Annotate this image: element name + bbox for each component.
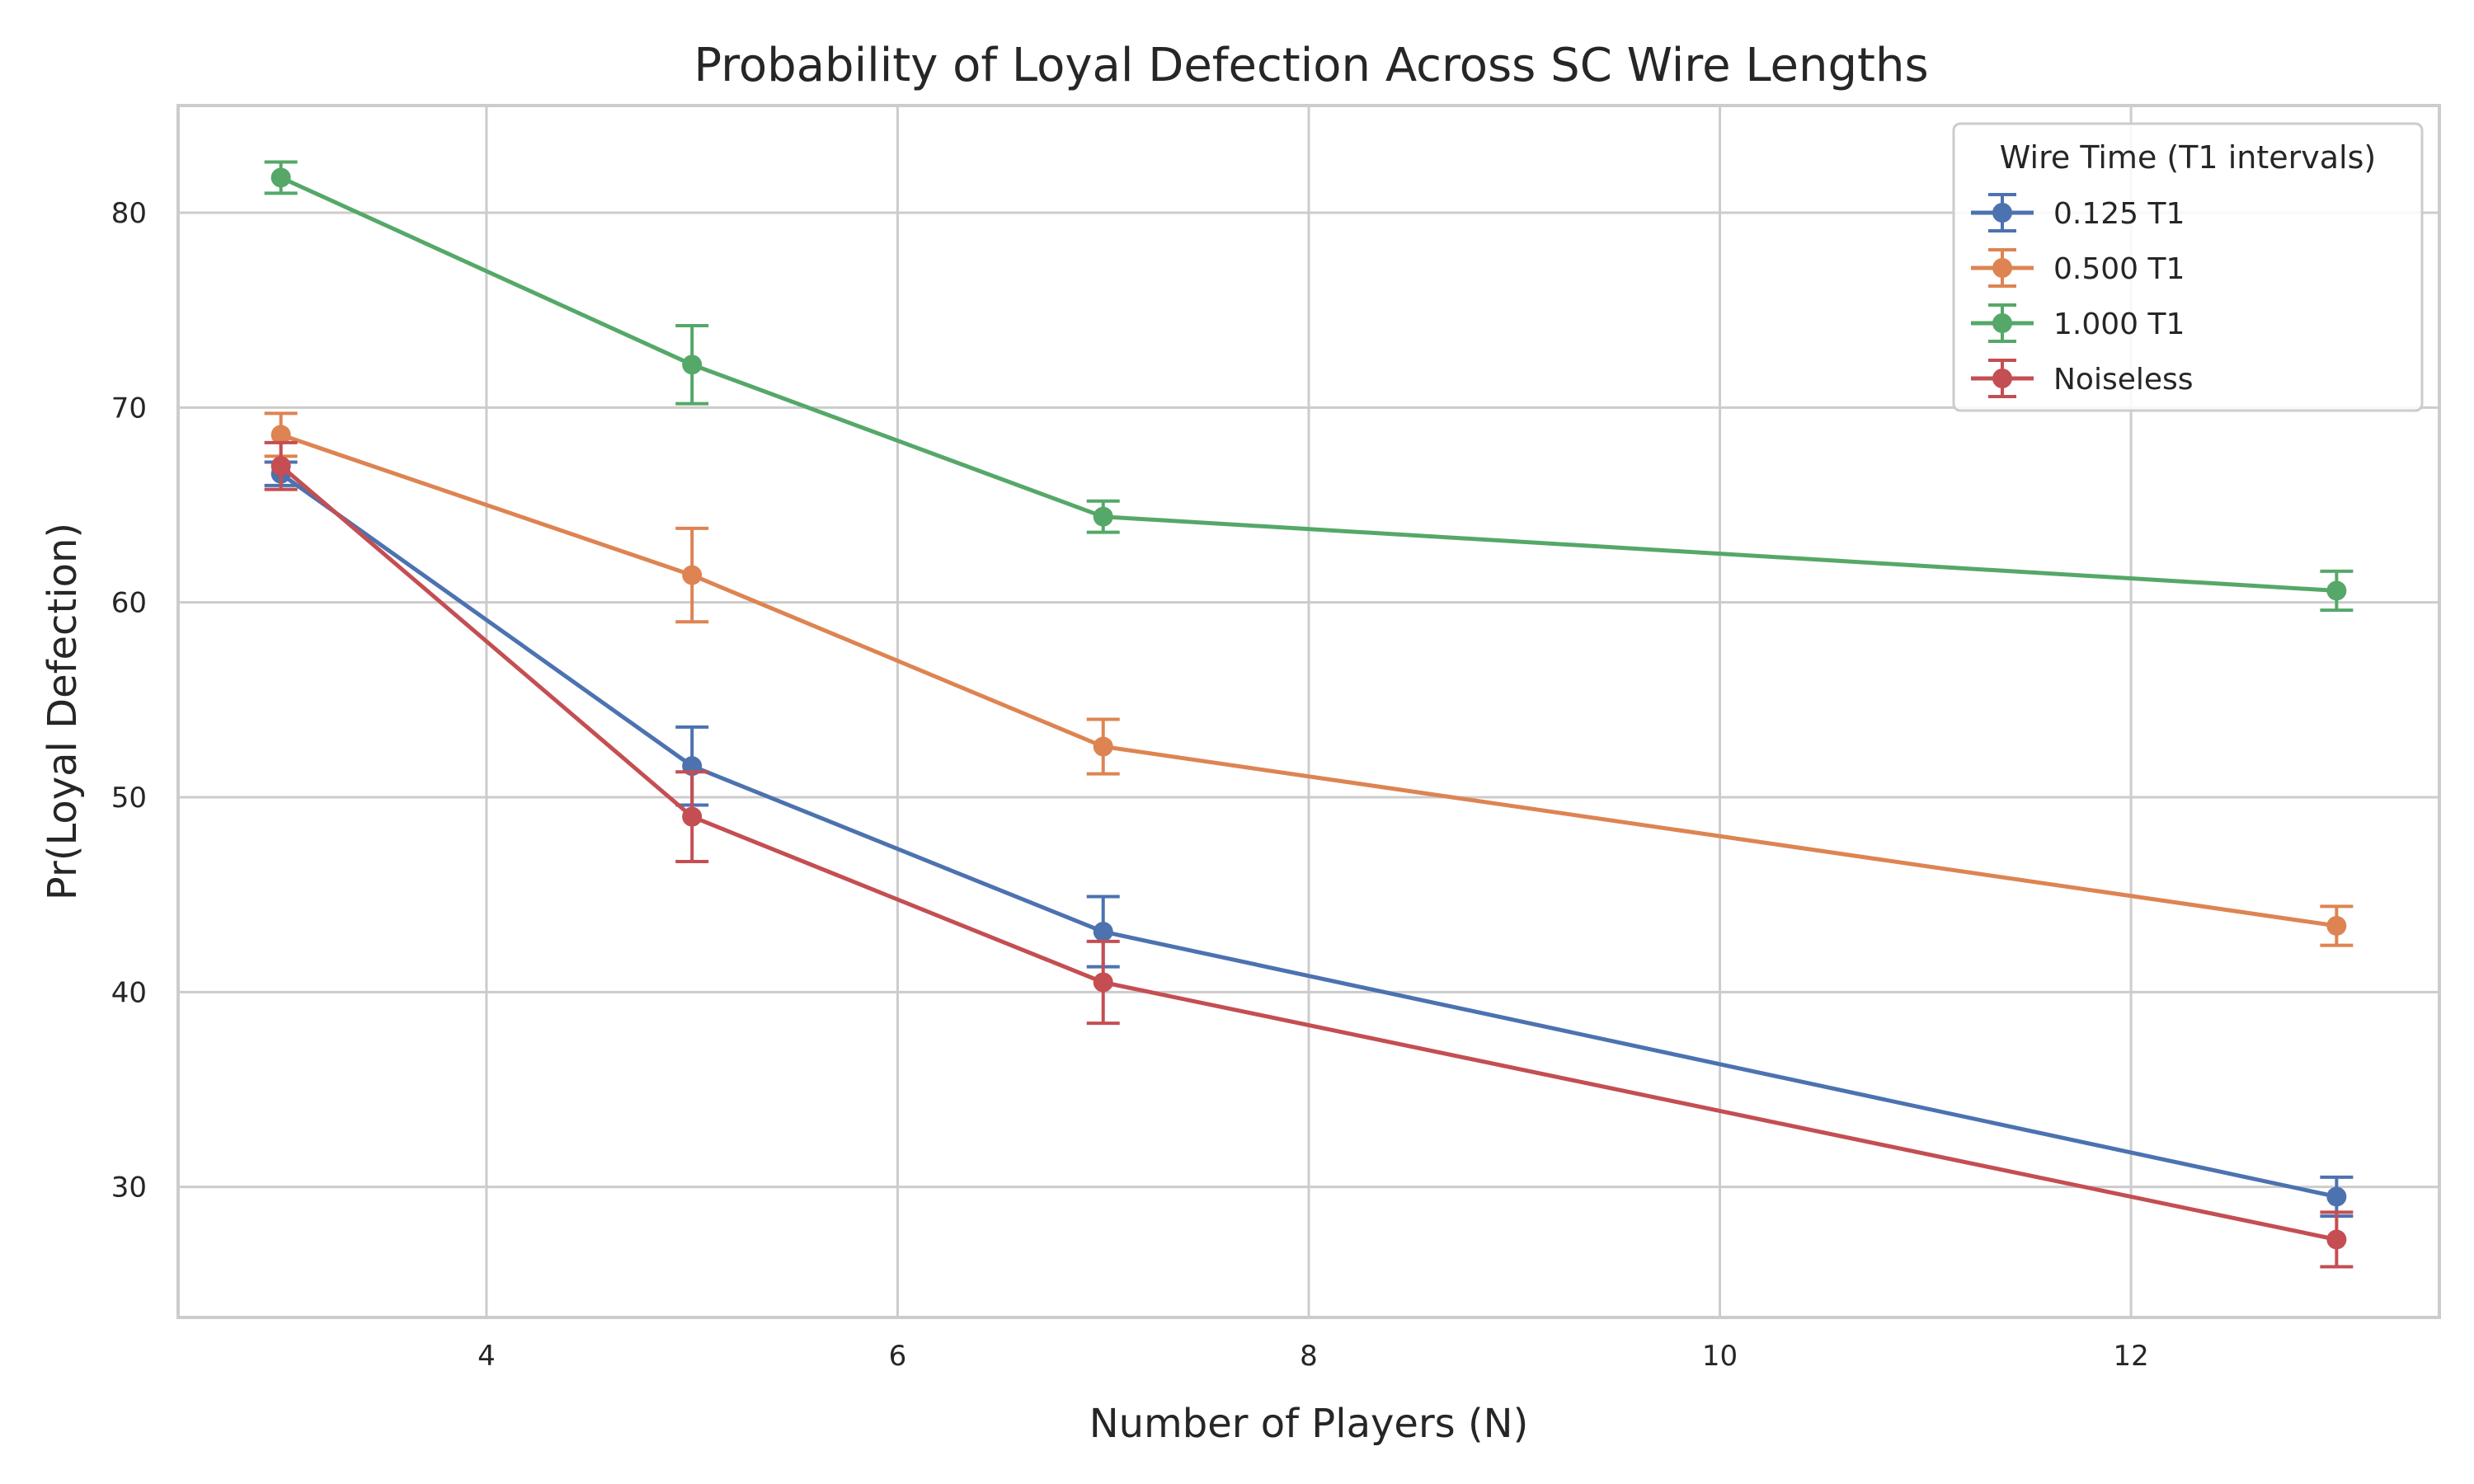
legend-items: 0.125 T1 0.500 T1 1.000 T1 Noiseless bbox=[1971, 193, 2194, 398]
series-line bbox=[280, 433, 2337, 928]
y-tick-label: 30 bbox=[111, 1172, 147, 1205]
data-point bbox=[1093, 972, 1113, 993]
data-point bbox=[1093, 506, 1113, 527]
legend-item: Noiseless bbox=[1971, 359, 2194, 398]
legend: Wire Time (T1 intervals) 0.125 T1 0.500 T… bbox=[1952, 122, 2424, 412]
data-point bbox=[2326, 1229, 2347, 1250]
series-line bbox=[279, 464, 2337, 1242]
x-tick-label: 4 bbox=[477, 1340, 496, 1373]
plot-frame bbox=[176, 104, 2441, 1319]
legend-swatch-marker bbox=[1992, 369, 2012, 388]
data-point bbox=[1093, 922, 1113, 942]
legend-item: 0.125 T1 bbox=[1971, 193, 2185, 232]
legend-swatch-marker bbox=[1992, 313, 2012, 333]
legend-label: Noiseless bbox=[2053, 363, 2194, 397]
y-tick-label: 80 bbox=[111, 197, 147, 230]
data-point bbox=[270, 167, 291, 188]
y-tick-label: 60 bbox=[111, 587, 147, 620]
chart-title: Probability of Loyal Defection Across SC… bbox=[694, 39, 1928, 92]
series-4 bbox=[264, 440, 2354, 1269]
legend-box bbox=[1952, 122, 2424, 412]
x-tick-label: 6 bbox=[889, 1340, 907, 1373]
legend-title: Wire Time (T1 intervals) bbox=[2000, 139, 2376, 176]
series-layer bbox=[264, 160, 2354, 1269]
data-point bbox=[1093, 736, 1113, 757]
data-point bbox=[2326, 580, 2347, 601]
legend-item: 0.500 T1 bbox=[1971, 248, 2185, 288]
legend-label: 0.500 T1 bbox=[2053, 252, 2185, 286]
x-axis-label: Number of Players (N) bbox=[1089, 1401, 1529, 1447]
y-tick-label: 50 bbox=[111, 782, 147, 815]
y-tick-label: 40 bbox=[111, 976, 147, 1009]
x-tick-label: 8 bbox=[1300, 1340, 1318, 1373]
y-tick-label: 70 bbox=[111, 392, 147, 425]
legend-swatch-marker bbox=[1992, 258, 2012, 278]
data-point bbox=[270, 456, 291, 477]
legend-label: 0.125 T1 bbox=[2053, 197, 2185, 231]
legend-item: 1.000 T1 bbox=[1971, 303, 2185, 343]
y-axis-label: Pr(Loyal Defection) bbox=[40, 523, 86, 900]
data-point bbox=[682, 565, 703, 585]
series-3 bbox=[264, 160, 2354, 613]
series-2 bbox=[264, 411, 2354, 947]
data-point bbox=[2326, 1186, 2347, 1207]
tick-labels: 4 6 8 10 12 30 40 50 60 70 80 bbox=[111, 197, 2149, 1373]
data-point bbox=[270, 425, 291, 445]
data-point bbox=[2326, 915, 2347, 936]
series-line bbox=[280, 472, 2337, 1199]
x-tick-label: 10 bbox=[1702, 1340, 1738, 1373]
legend-label: 1.000 T1 bbox=[2053, 308, 2185, 341]
data-point bbox=[682, 806, 703, 827]
series-line bbox=[280, 176, 2337, 593]
data-point bbox=[682, 355, 703, 375]
x-tick-label: 12 bbox=[2113, 1340, 2148, 1373]
legend-swatch-marker bbox=[1992, 203, 2012, 223]
